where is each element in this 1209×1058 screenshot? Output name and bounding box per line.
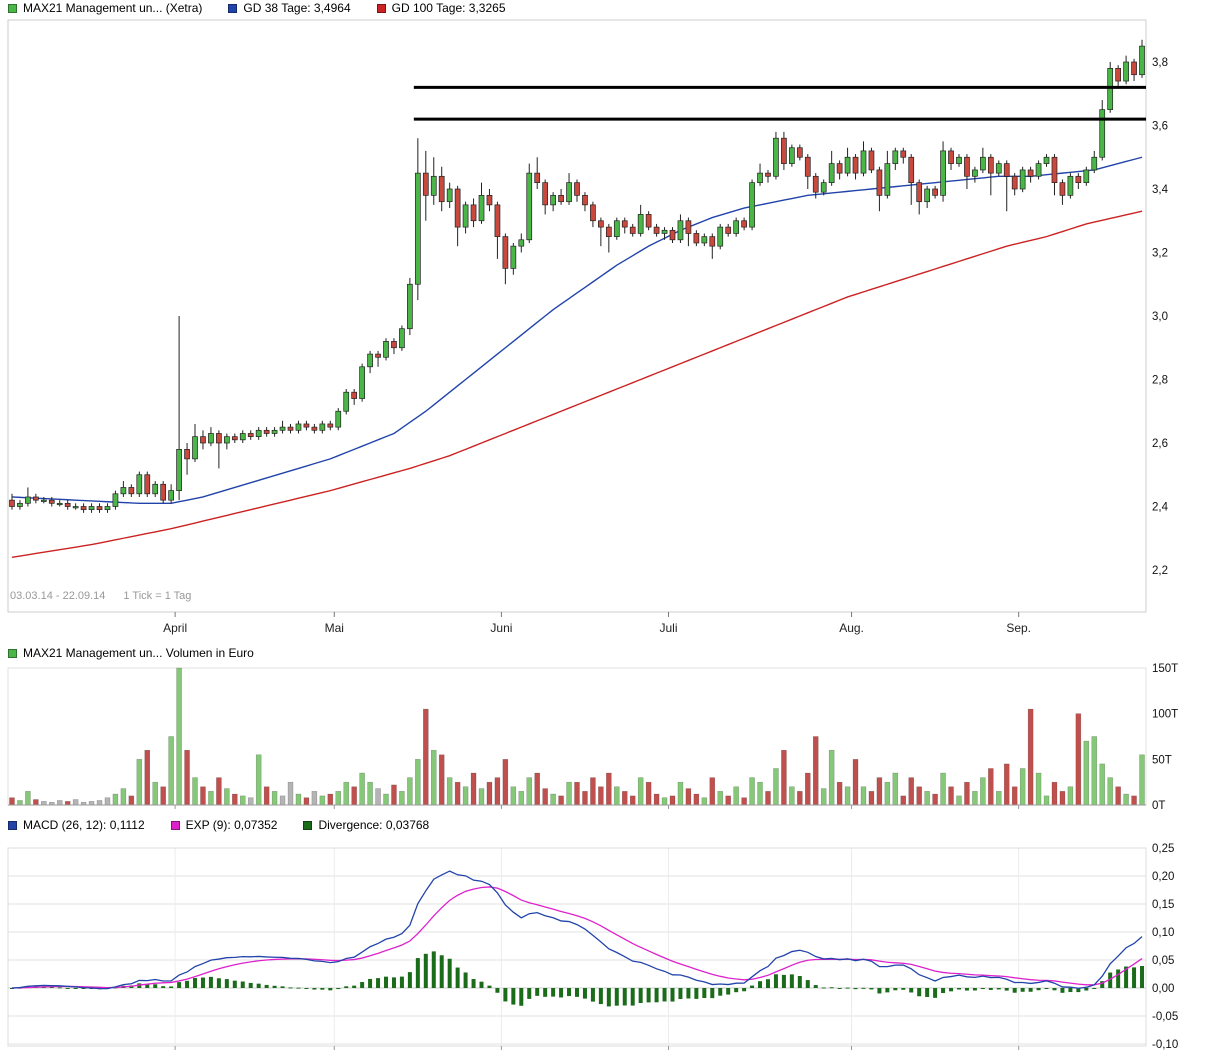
svg-text:0,15: 0,15 bbox=[1152, 899, 1174, 911]
price-candlestick-chart: 3,8 3,6 3,4 3,2 3,0 2,8 2,6 2,4 2,2 April Mai Juni J… bbox=[7, 19, 1169, 635]
svg-text:0,20: 0,20 bbox=[1152, 871, 1174, 883]
series-legend-item: MAX21 Management un... (Xetra) bbox=[8, 1, 202, 15]
candles-layer bbox=[9, 39, 1145, 513]
macd-indicator-chart: 0,25 0,20 0,15 0,10 0,05 0,00 -0,05 -0,10 bbox=[7, 843, 1178, 1051]
svg-text:3,0: 3,0 bbox=[1152, 311, 1168, 323]
gd38-swatch-icon bbox=[228, 3, 238, 13]
gd100-legend-item: GD 100 Tage: 3,3265 bbox=[376, 1, 506, 15]
svg-text:50T: 50T bbox=[1152, 754, 1172, 766]
svg-text:0,00: 0,00 bbox=[1152, 983, 1174, 995]
svg-text:Sep.: Sep. bbox=[1006, 621, 1031, 635]
gd100-swatch-icon bbox=[376, 3, 386, 13]
svg-text:3,4: 3,4 bbox=[1152, 184, 1169, 196]
macd-axis-labels: 0,25 0,20 0,15 0,10 0,05 0,00 -0,05 -0,10 bbox=[174, 843, 1178, 1051]
month-axis: April Mai Juni Juli Aug. Sep. bbox=[163, 612, 1031, 635]
exp-swatch-icon bbox=[170, 820, 180, 830]
svg-text:0T: 0T bbox=[1152, 800, 1165, 812]
svg-text:150T: 150T bbox=[1152, 663, 1178, 675]
svg-text:3,6: 3,6 bbox=[1152, 121, 1168, 133]
series-label: MAX21 Management un... (Xetra) bbox=[23, 1, 203, 15]
exp-line bbox=[11, 886, 1143, 989]
gd100-label: GD 100 Tage: 3,3265 bbox=[391, 1, 506, 15]
svg-text:0,05: 0,05 bbox=[1152, 955, 1174, 967]
volume-label: MAX21 Management un... Volumen in Euro bbox=[23, 646, 254, 660]
exp-legend-item: EXP (9): 0,07352 bbox=[170, 818, 278, 832]
svg-text:Juni: Juni bbox=[490, 621, 512, 635]
ma38-line bbox=[11, 156, 1143, 505]
svg-text:0,25: 0,25 bbox=[1152, 843, 1174, 855]
volume-bars bbox=[9, 667, 1145, 806]
macd-label: MACD (26, 12): 0,1112 bbox=[23, 818, 145, 832]
chart-period-note: 03.03.14 - 22.09.14 1 Tick = 1 Tag bbox=[10, 590, 191, 602]
svg-text:0,10: 0,10 bbox=[1152, 927, 1174, 939]
series-swatch-icon bbox=[8, 3, 17, 13]
divergence-swatch-icon bbox=[303, 820, 313, 830]
svg-text:-0,10: -0,10 bbox=[1152, 1039, 1178, 1051]
date-range-label: 03.03.14 - 22.09.14 bbox=[10, 590, 106, 602]
exp-label: EXP (9): 0,07352 bbox=[185, 818, 278, 832]
macd-legend-item: MACD (26, 12): 0,1112 bbox=[8, 818, 145, 832]
macd-line bbox=[11, 870, 1143, 990]
svg-text:April: April bbox=[163, 621, 187, 635]
svg-text:2,2: 2,2 bbox=[1152, 565, 1168, 577]
volume-chart-legend: MAX21 Management un... Volumen in Euro bbox=[8, 646, 254, 660]
gd38-label: GD 38 Tage: 3,4964 bbox=[243, 1, 351, 15]
volume-bar-chart: 150T 100T 50T 0T bbox=[7, 663, 1178, 812]
svg-text:3,2: 3,2 bbox=[1152, 248, 1168, 260]
svg-text:-0,05: -0,05 bbox=[1152, 1011, 1178, 1023]
price-plot-border bbox=[7, 19, 1147, 613]
volume-axis: 150T 100T 50T 0T bbox=[8, 663, 1178, 812]
svg-text:2,6: 2,6 bbox=[1152, 438, 1168, 450]
resistance-lines bbox=[413, 85, 1146, 121]
svg-text:Juli: Juli bbox=[660, 621, 678, 635]
macd-grid bbox=[7, 847, 1147, 1047]
price-axis-labels: 3,8 3,6 3,4 3,2 3,0 2,8 2,6 2,4 2,2 bbox=[1152, 57, 1169, 577]
macd-swatch-icon bbox=[8, 820, 17, 830]
svg-text:100T: 100T bbox=[1152, 709, 1178, 721]
svg-text:2,8: 2,8 bbox=[1152, 375, 1168, 387]
price-chart-legend: MAX21 Management un... (Xetra) GD 38 Tag… bbox=[8, 1, 506, 15]
divergence-legend-item: Divergence: 0,03768 bbox=[303, 818, 429, 832]
macd-chart-legend: MACD (26, 12): 0,1112 EXP (9): 0,07352 D… bbox=[8, 818, 429, 832]
svg-text:2,4: 2,4 bbox=[1152, 502, 1169, 514]
svg-text:Aug.: Aug. bbox=[839, 621, 864, 635]
volume-legend-item: MAX21 Management un... Volumen in Euro bbox=[8, 646, 254, 660]
tick-note-label: 1 Tick = 1 Tag bbox=[123, 590, 192, 602]
svg-text:3,8: 3,8 bbox=[1152, 57, 1168, 69]
divergence-label: Divergence: 0,03768 bbox=[318, 818, 430, 832]
gd38-legend-item: GD 38 Tage: 3,4964 bbox=[228, 1, 351, 15]
svg-text:Mai: Mai bbox=[325, 621, 344, 635]
volume-swatch-icon bbox=[8, 648, 17, 658]
ma100-line bbox=[11, 210, 1143, 558]
